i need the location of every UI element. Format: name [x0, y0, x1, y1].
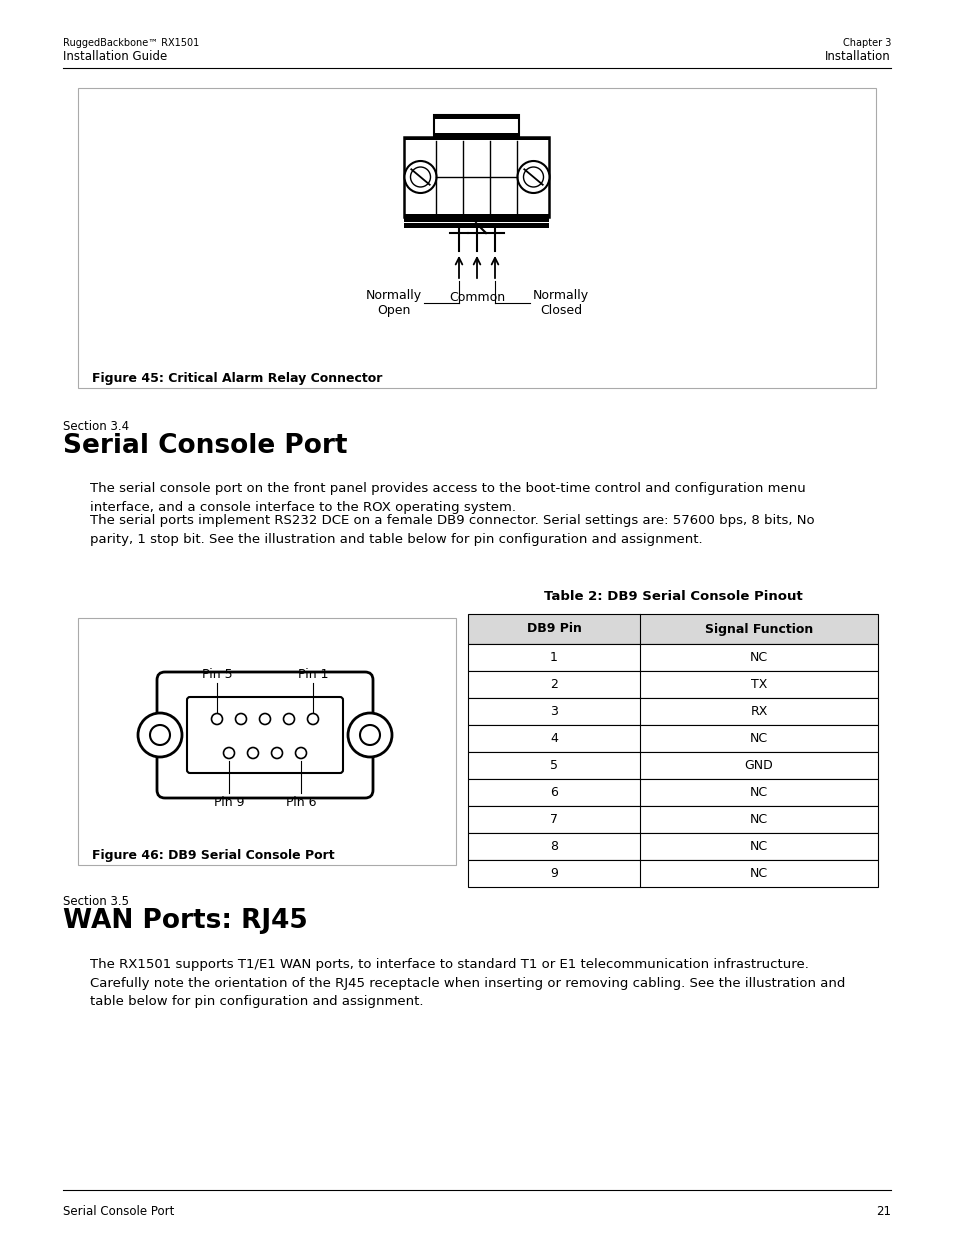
Bar — [78, 88, 875, 388]
Circle shape — [223, 747, 234, 758]
Text: 1: 1 — [550, 651, 558, 664]
Text: Pin 6: Pin 6 — [286, 797, 315, 809]
Text: 21: 21 — [875, 1205, 890, 1218]
Circle shape — [523, 167, 543, 186]
Bar — [404, 137, 549, 217]
Bar — [468, 832, 877, 860]
Text: Common: Common — [449, 291, 504, 304]
Bar — [468, 671, 877, 698]
Text: Section 3.4: Section 3.4 — [63, 420, 129, 433]
Text: Chapter 3: Chapter 3 — [841, 38, 890, 48]
Bar — [434, 115, 519, 137]
Circle shape — [247, 747, 258, 758]
Text: Serial Console Port: Serial Console Port — [63, 1205, 174, 1218]
Text: Normally
Closed: Normally Closed — [533, 289, 589, 317]
Text: 4: 4 — [550, 732, 558, 745]
Bar — [468, 698, 877, 725]
Text: Pin 9: Pin 9 — [213, 797, 244, 809]
Text: Figure 46: DB9 Serial Console Port: Figure 46: DB9 Serial Console Port — [91, 848, 335, 862]
Text: Serial Console Port: Serial Console Port — [63, 433, 347, 459]
Text: 7: 7 — [550, 813, 558, 826]
FancyBboxPatch shape — [157, 672, 373, 798]
Bar — [404, 217, 549, 222]
Bar — [468, 725, 877, 752]
Text: 3: 3 — [550, 705, 558, 718]
Text: 5: 5 — [550, 760, 558, 772]
Bar — [468, 806, 877, 832]
Text: NC: NC — [749, 840, 767, 853]
Bar — [404, 214, 549, 217]
Text: Figure 45: Critical Alarm Relay Connector: Figure 45: Critical Alarm Relay Connecto… — [91, 372, 382, 385]
Circle shape — [348, 713, 392, 757]
Text: DB9 Pin: DB9 Pin — [526, 622, 581, 636]
Circle shape — [307, 714, 318, 725]
Text: The RX1501 supports T1/E1 WAN ports, to interface to standard T1 or E1 telecommu: The RX1501 supports T1/E1 WAN ports, to … — [90, 958, 844, 1008]
Text: NC: NC — [749, 732, 767, 745]
Text: RX: RX — [750, 705, 767, 718]
Text: Installation Guide: Installation Guide — [63, 49, 167, 63]
Bar — [404, 224, 549, 228]
Circle shape — [359, 725, 379, 745]
Text: WAN Ports: RJ45: WAN Ports: RJ45 — [63, 908, 308, 934]
Circle shape — [517, 161, 549, 193]
Text: Installation: Installation — [824, 49, 890, 63]
Bar — [468, 860, 877, 887]
Bar — [468, 614, 877, 643]
Bar — [468, 643, 877, 671]
Text: 2: 2 — [550, 678, 558, 692]
Text: RuggedBackbone™ RX1501: RuggedBackbone™ RX1501 — [63, 38, 199, 48]
Circle shape — [235, 714, 246, 725]
Text: NC: NC — [749, 867, 767, 881]
Bar — [468, 752, 877, 779]
Circle shape — [283, 714, 294, 725]
Circle shape — [410, 167, 430, 186]
Circle shape — [272, 747, 282, 758]
Text: NC: NC — [749, 785, 767, 799]
FancyBboxPatch shape — [187, 697, 343, 773]
Bar — [468, 779, 877, 806]
Text: Section 3.5: Section 3.5 — [63, 895, 129, 908]
Circle shape — [404, 161, 436, 193]
Text: 8: 8 — [550, 840, 558, 853]
Text: The serial ports implement RS232 DCE on a female DB9 connector. Serial settings : The serial ports implement RS232 DCE on … — [90, 514, 814, 546]
Bar — [404, 137, 549, 140]
Text: Pin 1: Pin 1 — [297, 668, 328, 680]
Text: NC: NC — [749, 813, 767, 826]
Text: TX: TX — [750, 678, 766, 692]
Circle shape — [212, 714, 222, 725]
Text: Normally
Open: Normally Open — [366, 289, 421, 317]
Text: 9: 9 — [550, 867, 558, 881]
Bar — [434, 133, 519, 137]
Text: Signal Function: Signal Function — [704, 622, 812, 636]
Text: GND: GND — [744, 760, 773, 772]
Circle shape — [150, 725, 170, 745]
Text: Pin 5: Pin 5 — [201, 668, 233, 680]
Circle shape — [295, 747, 306, 758]
Circle shape — [259, 714, 271, 725]
Text: 6: 6 — [550, 785, 558, 799]
Text: The serial console port on the front panel provides access to the boot-time cont: The serial console port on the front pan… — [90, 482, 805, 514]
Bar — [434, 115, 519, 119]
Bar — [78, 618, 456, 864]
Text: NC: NC — [749, 651, 767, 664]
Circle shape — [138, 713, 182, 757]
Text: Table 2: DB9 Serial Console Pinout: Table 2: DB9 Serial Console Pinout — [543, 590, 801, 603]
